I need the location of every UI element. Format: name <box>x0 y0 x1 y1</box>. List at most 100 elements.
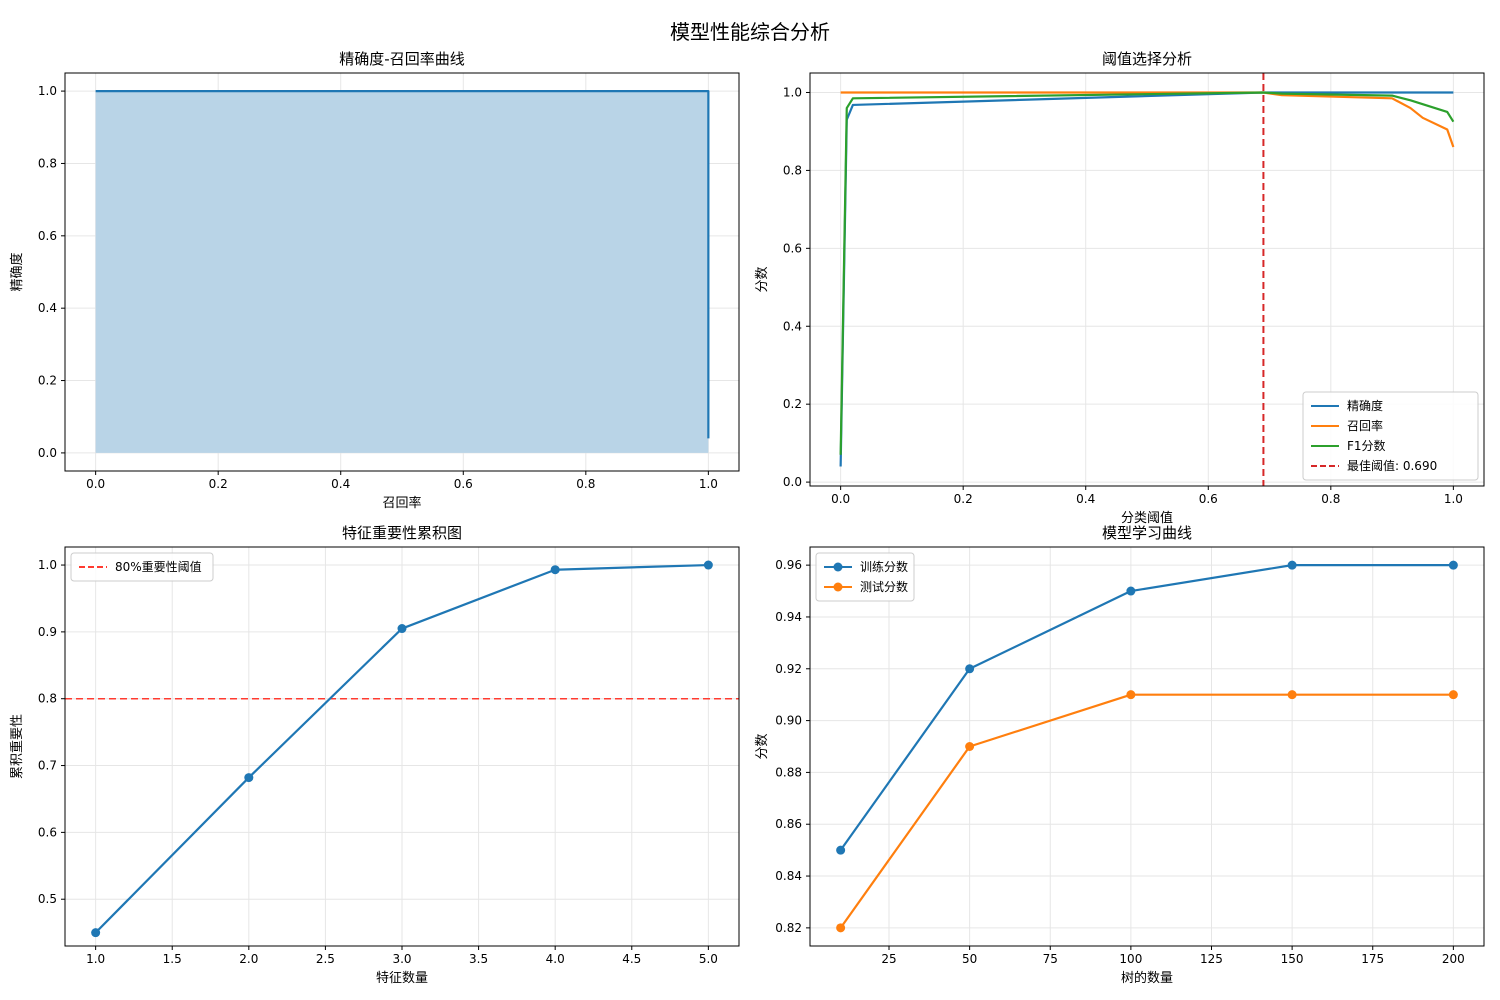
data-point <box>1448 690 1458 700</box>
data-point <box>836 845 846 855</box>
x-tick-label: 4.0 <box>546 952 565 966</box>
data-point <box>397 624 407 634</box>
data-point <box>91 928 101 938</box>
x-tick-label: 50 <box>962 952 977 966</box>
y-tick-label: 0.2 <box>38 374 57 388</box>
x-tick-label: 1.5 <box>163 952 182 966</box>
y-axis-label: 分数 <box>755 266 770 292</box>
legend-label: 训练分数 <box>860 559 908 574</box>
x-tick-label: 0.0 <box>831 492 850 506</box>
x-tick-label: 2.5 <box>316 952 335 966</box>
x-tick-label: 1.0 <box>1444 492 1463 506</box>
y-tick-label: 0.7 <box>38 759 57 773</box>
subplot-3: 1.0 1.5 2.0 2.5 3.0 3.5 4.0 4.5 5.0 0.5 0.6 0.7 0.8 0… <box>9 524 740 986</box>
data-point <box>1287 560 1297 570</box>
x-tick-label: 3.5 <box>469 952 488 966</box>
x-tick-label: 0.4 <box>1076 492 1095 506</box>
data-point <box>703 560 713 570</box>
y-axis-label: 累积重要性 <box>9 714 25 779</box>
subplot-title: 模型学习曲线 <box>1102 524 1192 542</box>
y-tick-label: 0.90 <box>775 714 802 728</box>
area-fill <box>95 91 709 453</box>
x-tick-label: 1.0 <box>86 952 105 966</box>
data-point <box>1448 560 1458 570</box>
x-tick-label: 150 <box>1281 952 1304 966</box>
x-tick-label: 5.0 <box>699 952 718 966</box>
y-tick-label: 0.6 <box>38 229 57 243</box>
y-tick-label: 0.8 <box>783 163 802 177</box>
x-tick-label: 0.0 <box>86 477 105 491</box>
subplot-2: 0.0 0.2 0.4 0.6 0.8 1.0 0.0 0.2 0.4 0.6 0.8 1.0 阈值选择… <box>755 50 1485 526</box>
x-tick-label: 0.4 <box>331 477 350 491</box>
legend-label: F1分数 <box>1347 438 1386 453</box>
legend-marker <box>833 562 843 572</box>
y-tick-label: 0.96 <box>775 558 802 572</box>
x-axis-label: 特征数量 <box>376 971 428 986</box>
series-line-2 <box>839 693 1454 929</box>
x-tick-label: 0.2 <box>954 492 973 506</box>
legend-label: 最佳阈值: 0.690 <box>1347 458 1437 473</box>
y-tick-label: 0.8 <box>38 156 57 170</box>
data-point <box>836 923 846 933</box>
x-axis-label: 召回率 <box>382 495 421 511</box>
data-point <box>1126 690 1136 700</box>
x-tick-label: 25 <box>881 952 896 966</box>
x-tick-label: 3.0 <box>392 952 411 966</box>
legend-label: 召回率 <box>1347 418 1383 433</box>
series-line-2 <box>840 91 1455 148</box>
x-tick-label: 2.0 <box>239 952 258 966</box>
y-tick-label: 0.0 <box>38 446 57 460</box>
data-point <box>965 664 975 674</box>
y-tick-label: 0.2 <box>783 397 802 411</box>
data-point <box>1287 690 1297 700</box>
x-axis-label: 分类阈值 <box>1121 510 1173 526</box>
y-tick-label: 0.0 <box>783 475 802 489</box>
x-tick-label: 75 <box>1043 952 1058 966</box>
subplot-1: 0.0 0.2 0.4 0.6 0.8 1.0 0.0 0.2 0.4 0.6 0.8 1.0 精确度-… <box>9 50 740 511</box>
x-tick-label: 0.6 <box>454 477 473 491</box>
x-axis-label: 树的数量 <box>1121 970 1173 986</box>
x-tick-label: 1.0 <box>699 477 718 491</box>
y-tick-label: 1.0 <box>38 558 57 572</box>
axes-frame <box>809 546 1485 947</box>
y-axis-label: 精确度 <box>9 252 25 291</box>
x-tick-label: 0.6 <box>1199 492 1218 506</box>
y-axis-label: 分数 <box>755 733 770 759</box>
x-tick-label: 175 <box>1361 952 1384 966</box>
y-tick-label: 0.5 <box>38 892 57 906</box>
x-tick-label: 0.2 <box>209 477 228 491</box>
series-line-3 <box>839 91 1455 455</box>
data-point <box>550 565 560 575</box>
series-line-1 <box>95 89 710 439</box>
figure-title: 模型性能综合分析 <box>670 20 830 44</box>
legend-label: 80%重要性阈值 <box>115 559 202 574</box>
y-tick-label: 0.82 <box>775 921 802 935</box>
subplot-title: 阈值选择分析 <box>1102 50 1192 68</box>
y-tick-label: 0.88 <box>775 765 802 779</box>
x-tick-label: 4.5 <box>622 952 641 966</box>
y-tick-label: 0.84 <box>775 869 802 883</box>
subplot-title: 特征重要性累积图 <box>342 524 462 542</box>
data-point <box>244 773 254 783</box>
legend-box <box>1302 391 1479 481</box>
series-line-1 <box>839 564 1454 851</box>
x-tick-label: 200 <box>1442 952 1465 966</box>
y-tick-label: 0.94 <box>775 610 802 624</box>
legend-label: 精确度 <box>1347 398 1383 413</box>
y-tick-label: 1.0 <box>38 84 57 98</box>
data-point <box>1126 586 1136 596</box>
legend: 80%重要性阈值 <box>70 552 214 582</box>
y-tick-label: 0.86 <box>775 817 802 831</box>
y-tick-label: 0.9 <box>38 625 57 639</box>
x-tick-label: 0.8 <box>1321 492 1340 506</box>
axes-frame <box>64 72 740 472</box>
subplot-4: 25 50 75 100 125 150 175 200 0.82 0.84 0.86 0.88 0.9… <box>755 524 1485 986</box>
y-tick-label: 0.92 <box>775 662 802 676</box>
y-tick-label: 1.0 <box>783 85 802 99</box>
x-tick-label: 0.8 <box>576 477 595 491</box>
data-point <box>965 742 975 751</box>
y-tick-label: 0.4 <box>38 301 57 315</box>
